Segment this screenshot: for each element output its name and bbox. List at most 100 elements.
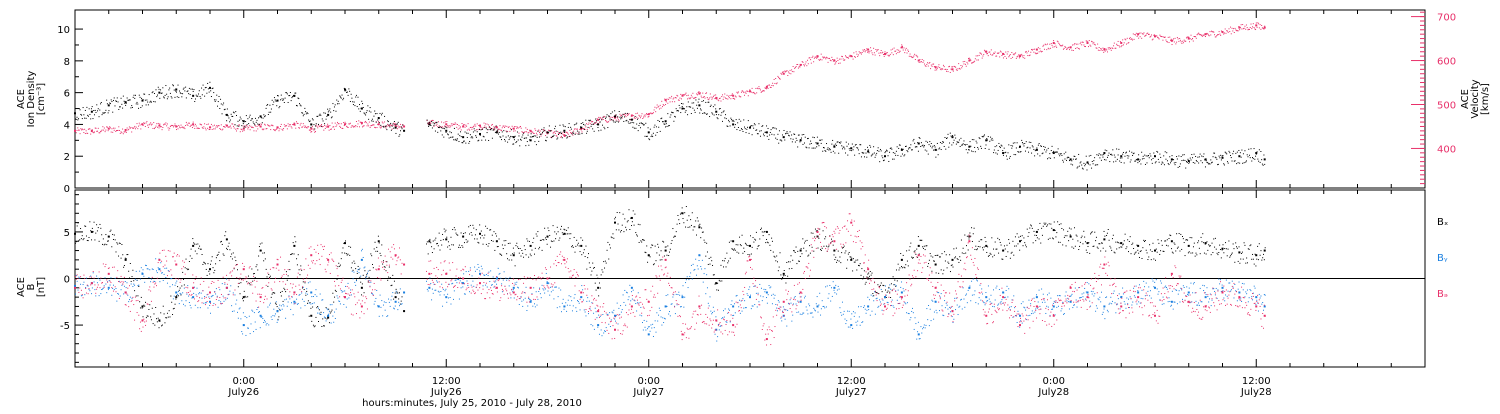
velocity-sample (821, 54, 822, 55)
bx-sample (623, 231, 624, 232)
bx-sample (802, 238, 803, 239)
density-sample (1124, 156, 1125, 157)
bx-sample (940, 256, 941, 257)
density-sample (335, 104, 336, 105)
bx-sample (656, 252, 657, 253)
bx-sample (301, 270, 302, 271)
velocity-sample (1009, 55, 1010, 56)
density-sample (1233, 151, 1234, 152)
bx-sample (230, 256, 231, 257)
velocity-sample (655, 111, 656, 112)
velocity-sample (815, 57, 816, 58)
bx-sample (269, 277, 270, 278)
bx-sample (556, 233, 557, 234)
velocity-sample (951, 69, 952, 70)
bx-sample (806, 250, 807, 251)
bx-sample (440, 250, 441, 251)
velocity-sample (816, 58, 817, 59)
bx-sample (1261, 260, 1262, 261)
bx-sample (137, 295, 138, 296)
bx-sample (1055, 230, 1056, 231)
velocity-sample (1124, 42, 1125, 43)
velocity-sample (985, 50, 986, 51)
velocity-sample (881, 50, 882, 51)
density-sample (479, 129, 480, 130)
velocity-sample (711, 97, 712, 98)
density-sample (298, 98, 299, 99)
bx-sample (831, 239, 832, 240)
bx-sample (1123, 244, 1124, 245)
velocity-sample (471, 127, 472, 128)
bx-sample (834, 254, 835, 255)
density-sample (177, 96, 178, 97)
density-point (192, 95, 194, 97)
bx-point (445, 238, 447, 240)
density-sample (139, 95, 140, 96)
density-sample (600, 130, 601, 131)
bx-sample (1242, 252, 1243, 253)
density-sample (81, 115, 82, 116)
density-sample (894, 153, 895, 154)
bx-sample (479, 224, 480, 225)
velocity-sample (723, 99, 724, 100)
velocity-sample (1191, 35, 1192, 36)
velocity-sample (621, 115, 622, 116)
bx-sample (993, 249, 994, 250)
velocity-sample (102, 130, 103, 131)
velocity-sample (1165, 37, 1166, 38)
density-sample (1091, 168, 1092, 169)
density-sample (289, 95, 290, 96)
velocity-sample (513, 131, 514, 132)
bx-sample (687, 220, 688, 221)
bx-sample (1094, 232, 1095, 233)
density-sample (440, 126, 441, 127)
bx-sample (723, 266, 724, 267)
velocity-sample (1083, 44, 1084, 45)
bx-sample (448, 241, 449, 242)
density-sample (84, 118, 85, 119)
velocity-sample (1021, 54, 1022, 55)
density-sample (94, 114, 95, 115)
density-sample (1187, 159, 1188, 160)
velocity-sample (1151, 34, 1152, 35)
velocity-sample (554, 131, 555, 132)
density-sample (806, 147, 807, 148)
velocity-sample (729, 97, 730, 98)
density-sample (539, 137, 540, 138)
velocity-sample (664, 99, 665, 100)
density-sample (895, 155, 896, 156)
bx-sample (1263, 254, 1264, 255)
velocity-sample (1175, 38, 1176, 39)
density-sample (487, 132, 488, 133)
bx-sample (304, 289, 305, 290)
density-sample (832, 140, 833, 141)
bx-sample (639, 242, 640, 243)
velocity-point (968, 60, 970, 62)
density-sample (850, 150, 851, 151)
density-sample (1235, 153, 1236, 154)
velocity-sample (484, 123, 485, 124)
density-sample (1113, 161, 1114, 162)
density-sample (897, 155, 898, 156)
bx-sample (985, 237, 986, 238)
density-sample (1163, 155, 1164, 156)
velocity-sample (960, 69, 961, 70)
density-sample (871, 155, 872, 156)
density-sample (196, 95, 197, 96)
bx-sample (790, 261, 791, 262)
density-sample (190, 89, 191, 90)
bx-sample (971, 227, 972, 228)
density-sample (279, 106, 280, 107)
density-sample (659, 121, 660, 122)
velocity-sample (748, 95, 749, 96)
velocity-sample (1004, 54, 1005, 55)
bx-sample (333, 302, 334, 303)
bx-sample (584, 249, 585, 250)
bx-sample (784, 270, 785, 271)
density-sample (244, 126, 245, 127)
bx-sample (379, 242, 380, 243)
bx-sample (614, 218, 615, 219)
bx-sample (1016, 245, 1017, 246)
velocity-sample (923, 60, 924, 61)
velocity-sample (1229, 31, 1230, 32)
